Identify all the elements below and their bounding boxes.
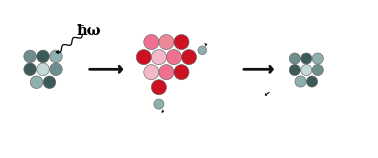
Circle shape	[43, 76, 56, 88]
Circle shape	[312, 53, 323, 64]
Circle shape	[136, 50, 151, 65]
Circle shape	[301, 53, 312, 64]
Circle shape	[198, 46, 206, 55]
Circle shape	[181, 50, 197, 65]
Circle shape	[37, 50, 49, 63]
Circle shape	[174, 35, 189, 50]
Circle shape	[307, 76, 318, 87]
Circle shape	[37, 63, 49, 76]
Circle shape	[289, 64, 301, 76]
Circle shape	[174, 65, 189, 80]
Circle shape	[301, 64, 312, 76]
Circle shape	[144, 65, 159, 80]
Circle shape	[50, 50, 62, 63]
Circle shape	[289, 53, 301, 64]
Circle shape	[24, 50, 36, 63]
Circle shape	[30, 76, 43, 88]
Circle shape	[295, 76, 306, 87]
Circle shape	[154, 99, 164, 109]
Circle shape	[24, 63, 36, 76]
Circle shape	[151, 50, 166, 65]
Circle shape	[159, 65, 174, 80]
Circle shape	[159, 35, 174, 50]
Circle shape	[144, 35, 159, 50]
Circle shape	[151, 80, 166, 95]
Circle shape	[166, 50, 181, 65]
Circle shape	[312, 64, 323, 76]
Circle shape	[50, 63, 62, 76]
Text: ħω: ħω	[76, 24, 101, 38]
